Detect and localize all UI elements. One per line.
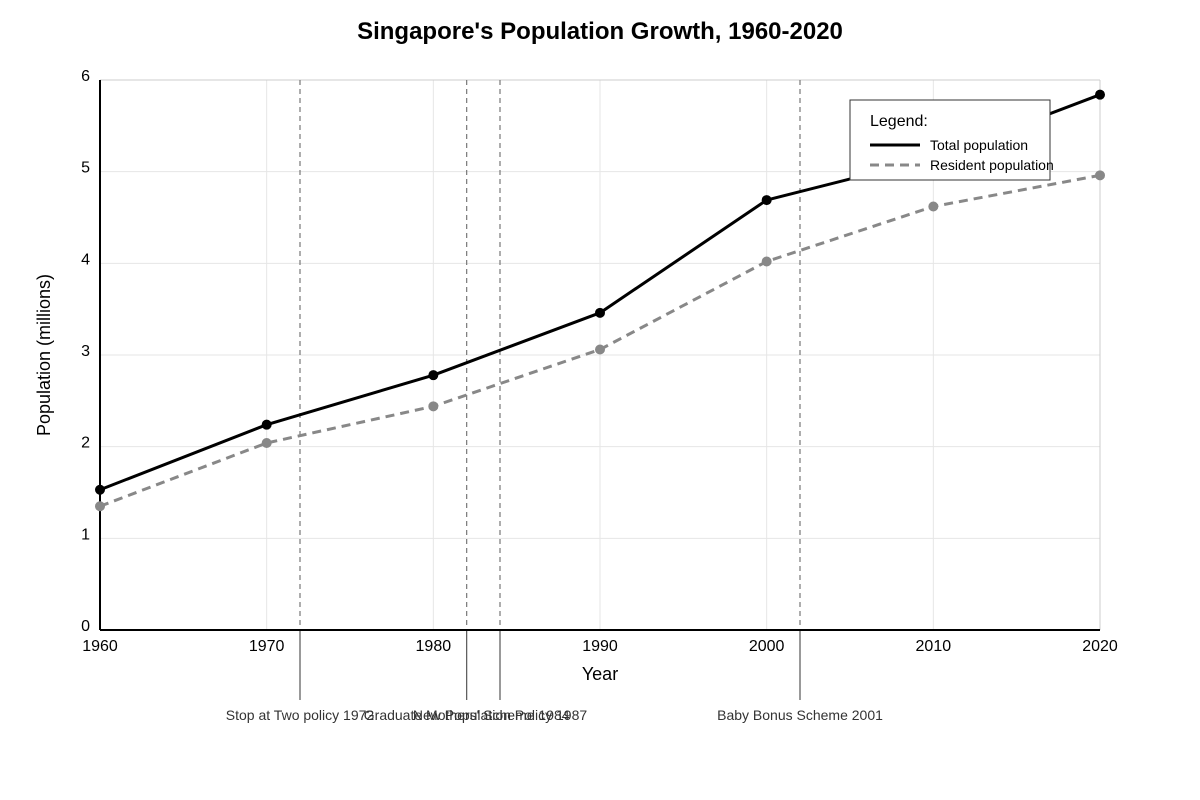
data-point-resident-population bbox=[928, 201, 939, 212]
legend-label: Total population bbox=[930, 137, 1028, 153]
data-point-resident-population bbox=[1095, 170, 1105, 181]
x-axis-title: Year bbox=[582, 664, 618, 684]
axes-layer: 1960 1970 1980 1990 2000 2010 2020 0 1 2 3 4 5 6 Year P… bbox=[34, 68, 1118, 684]
legend-box bbox=[849, 99, 1051, 181]
y-tick-label: 1 bbox=[81, 526, 90, 543]
x-tick-label: 2010 bbox=[916, 638, 952, 655]
policy-label: Stop at Two policy 1972 bbox=[226, 707, 375, 723]
policy-label: Baby Bonus Scheme 2001 bbox=[717, 707, 883, 723]
legend-title: Legend: bbox=[870, 113, 928, 130]
data-point-total-population bbox=[595, 307, 605, 318]
data-point-resident-population bbox=[428, 401, 439, 412]
data-point-resident-population bbox=[761, 256, 772, 267]
x-tick-label: 1960 bbox=[82, 638, 118, 655]
y-tick-label: 2 bbox=[81, 435, 90, 452]
legend-label: Resident population bbox=[930, 157, 1054, 173]
data-point-resident-population bbox=[261, 438, 272, 448]
y-tick-label: 0 bbox=[81, 618, 90, 635]
y-tick-label: 5 bbox=[81, 160, 90, 177]
x-tick-label: 2000 bbox=[749, 638, 785, 655]
y-tick-label: 4 bbox=[81, 251, 90, 268]
data-point-total-population bbox=[95, 484, 105, 495]
y-tick-label: 6 bbox=[81, 68, 90, 85]
x-tick-label: 1990 bbox=[582, 638, 618, 655]
policy-label: New Population Policy 1987 bbox=[413, 707, 588, 723]
policy-label: Graduate Mothers' Scheme 1984 bbox=[364, 707, 570, 723]
data-point-total-population bbox=[261, 419, 272, 430]
y-tick-label: 3 bbox=[81, 343, 90, 360]
chart-title: Singapore's Population Growth, 1960-2020 bbox=[357, 18, 843, 45]
y-axis-title: Population (millions) bbox=[34, 274, 54, 436]
legend: Legend:Total population Resident populati… bbox=[849, 99, 1054, 181]
x-tick-label: 1970 bbox=[249, 638, 285, 655]
data-point-resident-population bbox=[95, 501, 105, 512]
data-point-total-population bbox=[1095, 89, 1105, 100]
data-point-total-population bbox=[428, 370, 439, 381]
data-point-resident-population bbox=[595, 344, 605, 355]
x-tick-label: 2020 bbox=[1082, 638, 1118, 655]
x-tick-label: 1980 bbox=[416, 638, 452, 655]
data-point-total-population bbox=[761, 195, 772, 206]
